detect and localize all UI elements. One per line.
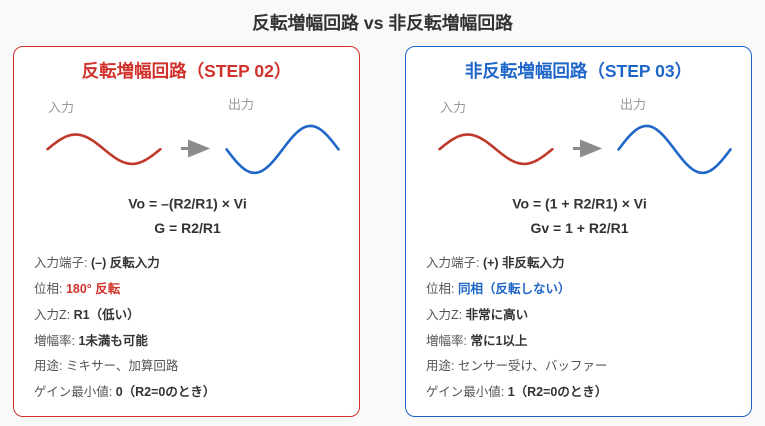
svg-text:Vo = (1 + R2/R1) × Vi: Vo = (1 + R2/R1) × Vi (512, 196, 646, 212)
svg-text:Vo = –(R2/R1) × Vi: Vo = –(R2/R1) × Vi (128, 196, 247, 212)
svg-text:出力: 出力 (228, 97, 254, 112)
svg-text:入力: 入力 (440, 100, 466, 115)
svg-text:Gv = 1 + R2/R1: Gv = 1 + R2/R1 (530, 220, 628, 236)
svg-text:G = R2/R1: G = R2/R1 (154, 220, 221, 236)
svg-text:出力: 出力 (620, 97, 646, 112)
svg-text:入力: 入力 (48, 100, 74, 115)
